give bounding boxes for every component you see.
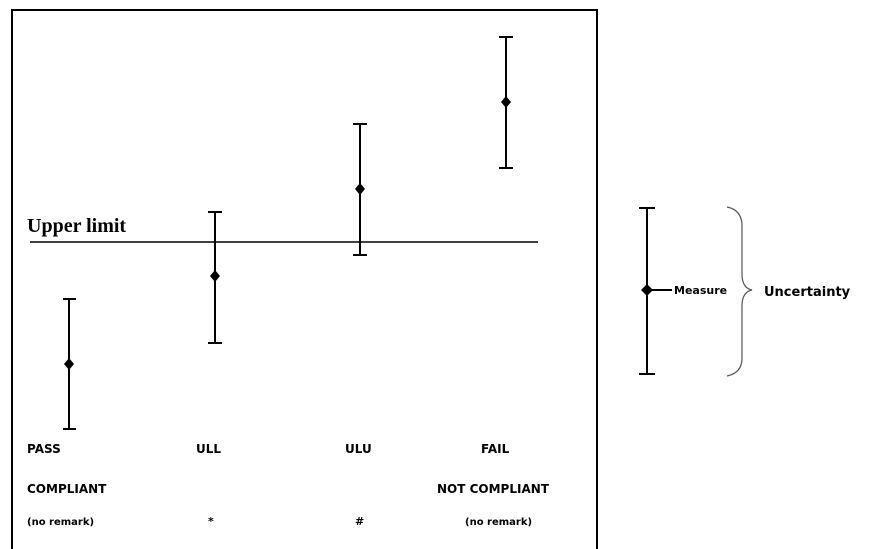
frame-border (11, 9, 598, 549)
remark-label-pass: (no remark) (27, 517, 94, 528)
legend-measure-label: Measure (674, 284, 727, 297)
legend-uncertainty-label: Uncertainty (764, 285, 851, 300)
remark-label-ulu: # (355, 515, 364, 528)
compliance-label-pass: COMPLIANT (27, 482, 107, 496)
error-bar-pass (63, 298, 76, 430)
status-label-ulu: ULU (345, 442, 372, 456)
upper-limit-label: Upper limit (27, 215, 126, 237)
measure-point-ull (210, 270, 220, 282)
error-bar-ull (208, 211, 222, 344)
measure-point-fail (501, 96, 511, 108)
error-bar-ulu (353, 123, 367, 256)
measure-point-ulu (355, 183, 365, 195)
remark-label-fail: (no remark) (465, 517, 532, 528)
legend: Measure Uncertainty (639, 206, 851, 377)
status-label-pass: PASS (27, 442, 61, 456)
uncertainty-brace (726, 206, 753, 377)
status-label-fail: FAIL (481, 442, 510, 456)
measure-point-pass (64, 358, 74, 370)
legend-measure-point (641, 284, 653, 296)
status-label-ull: ULL (196, 442, 221, 456)
legend-error-bar (639, 207, 672, 375)
error-bar-fail (499, 36, 513, 169)
compliance-label-fail: NOT COMPLIANT (437, 482, 550, 496)
remark-label-ull: * (208, 515, 214, 528)
